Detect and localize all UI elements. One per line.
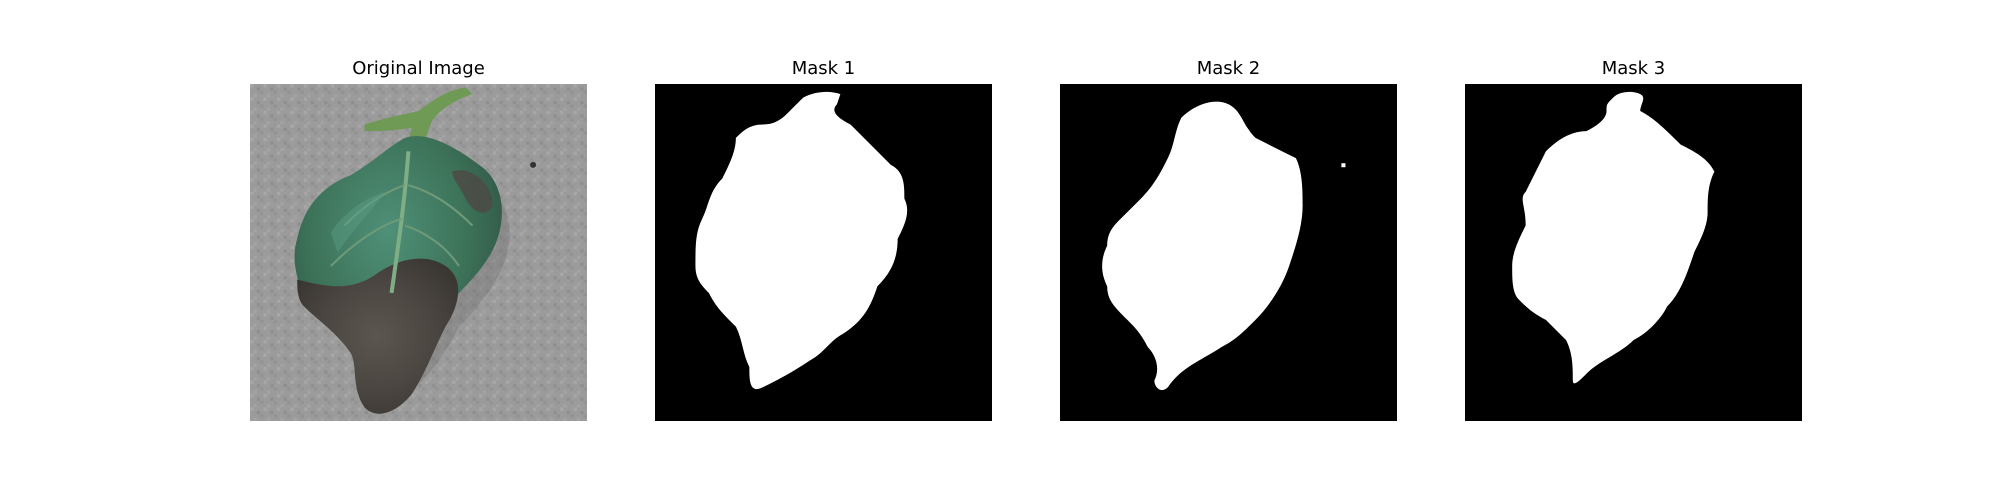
panel-mask-3: Mask 3 — [1465, 57, 1802, 437]
panel-mask-1: Mask 1 — [655, 57, 992, 437]
panel-title: Mask 3 — [1601, 58, 1666, 79]
leaf-photo — [250, 84, 587, 421]
panel-original-image: Original Image — [250, 57, 587, 437]
panel-title: Original Image — [352, 58, 485, 79]
panel-title: Mask 1 — [791, 58, 856, 79]
panel-title: Mask 2 — [1196, 58, 1261, 79]
mask-image — [655, 84, 992, 421]
panel-mask-2: Mask 2 — [1060, 57, 1397, 437]
mask-image — [1060, 84, 1397, 421]
mask-image — [1465, 84, 1802, 421]
